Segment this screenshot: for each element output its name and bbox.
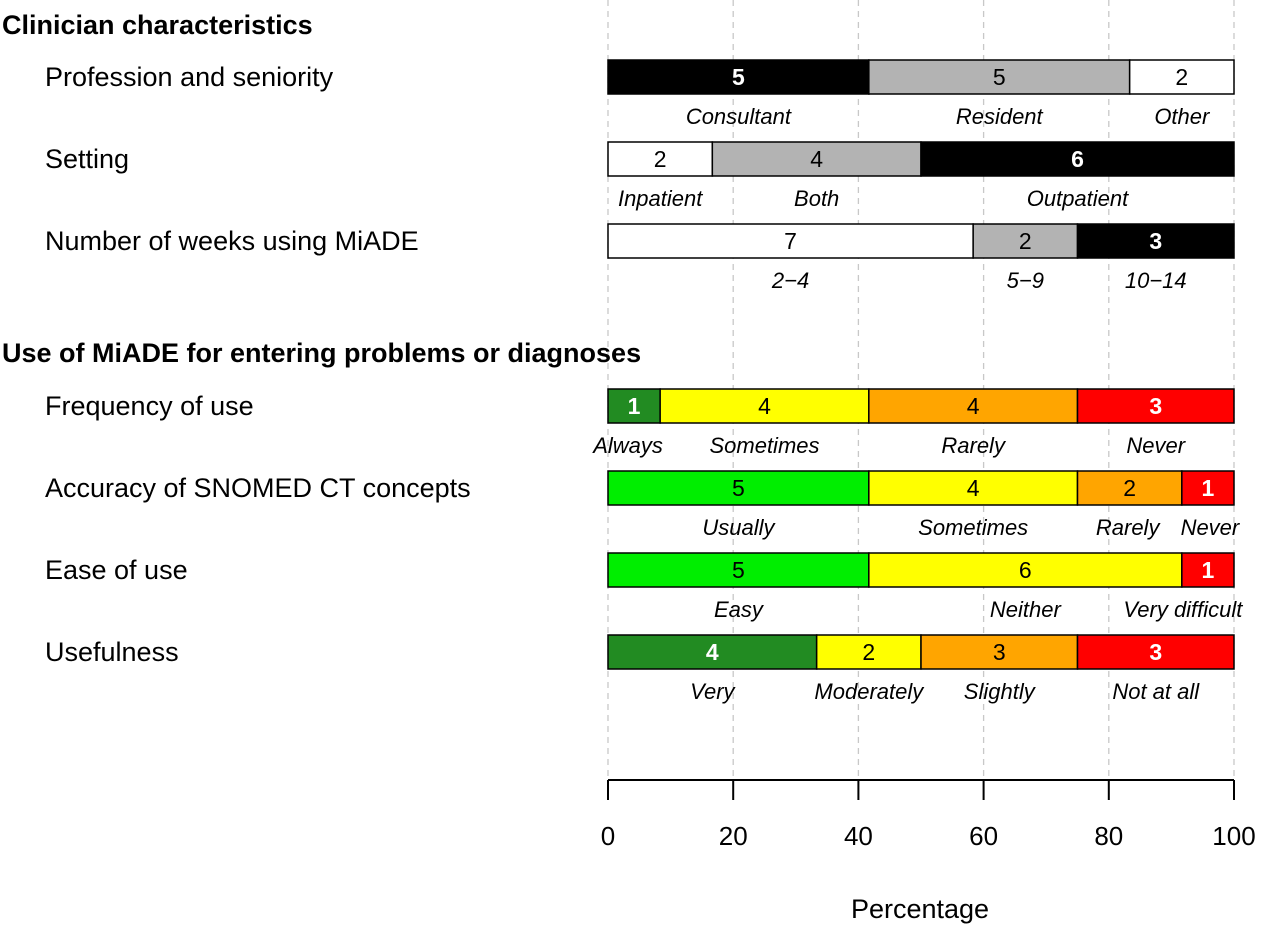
bar-segment [815,634,922,670]
category-label: Outpatient [1027,186,1129,211]
x-tick-label: 40 [844,821,873,851]
bar-segment [607,388,661,424]
row-label: Profession and seniority [45,62,334,92]
category-label: Very [690,679,736,704]
row-label: Usefulness [45,637,179,667]
bar-segment [607,470,870,506]
data-label: 5 [732,64,745,90]
row-label: Setting [45,144,129,174]
bar-segment [868,388,1079,424]
category-label: Sometimes [709,433,819,458]
bar-segment [1076,388,1235,424]
data-label: 6 [1071,146,1084,172]
x-tick-label: 20 [719,821,748,851]
bar-segment [868,59,1131,95]
bar-segment [607,223,974,259]
category-label: Never [1126,433,1186,458]
data-label: 6 [1019,557,1032,583]
bar-segment [1076,223,1235,259]
data-label: 3 [1149,393,1162,419]
x-axis-title: Percentage [851,894,989,924]
data-label: 3 [1149,228,1162,254]
bar-segment [1076,470,1183,506]
data-label: 4 [810,146,823,172]
data-label: 2 [1123,475,1136,501]
bar-segment [920,634,1079,670]
category-label: Moderately [814,679,925,704]
category-label: Usually [702,515,776,540]
bar-segment [1181,552,1235,588]
category-label: 10−14 [1125,268,1187,293]
category-label: 2−4 [771,268,809,293]
bar-segment [1181,470,1235,506]
bar-segment [920,141,1235,177]
category-label: Sometimes [918,515,1028,540]
category-label: Slightly [964,679,1037,704]
data-label: 3 [1149,639,1162,665]
x-tick-label: 80 [1094,821,1123,851]
row-label: Accuracy of SNOMED CT concepts [45,473,471,503]
bar-segment [607,552,870,588]
category-label: Rarely [941,433,1007,458]
category-label: Neither [990,597,1063,622]
bar-segment [1128,59,1235,95]
x-axis: 0 20 40 60 80 100 [601,779,1256,851]
data-label: 4 [967,393,980,419]
category-label: Inpatient [618,186,703,211]
row-label: Number of weeks using MiADE [45,226,419,256]
category-label: Both [794,186,839,211]
data-label: 1 [1202,557,1215,583]
category-label: Rarely [1096,515,1162,540]
category-label: Not at all [1112,679,1200,704]
data-label: 5 [732,557,745,583]
data-label: 2 [862,639,875,665]
data-label: 3 [993,639,1006,665]
x-tick-label: 100 [1212,821,1255,851]
bar-segment [972,223,1079,259]
data-label: 2 [654,146,667,172]
bar-segment [711,141,922,177]
category-label: Other [1154,104,1211,129]
data-label: 5 [993,64,1006,90]
data-label: 1 [628,393,641,419]
data-label: 1 [1202,475,1215,501]
row-label: Ease of use [45,555,188,585]
category-label: Resident [956,104,1044,129]
data-label: 7 [784,228,797,254]
x-tick-label: 60 [969,821,998,851]
bar-segment [1076,634,1235,670]
data-label: 4 [758,393,771,419]
category-label: Easy [714,597,765,622]
data-label: 4 [967,475,980,501]
category-label: Never [1181,515,1241,540]
labels-layer: Clinician characteristics Profession and … [2,10,1243,704]
category-label: Always [591,433,663,458]
data-label: 2 [1175,64,1188,90]
data-label: 2 [1019,228,1032,254]
section-title: Clinician characteristics [2,10,313,40]
section-title: Use of MiADE for entering problems or di… [2,338,641,368]
row-label: Frequency of use [45,391,254,421]
category-label: Consultant [686,104,792,129]
data-label: 4 [706,639,719,665]
data-label: 5 [732,475,745,501]
bar-segment [607,59,870,95]
category-label: Very difficult [1123,597,1243,622]
bar-segment [868,552,1183,588]
category-label: 5−9 [1007,268,1044,293]
bar-segment [607,634,818,670]
bars-layer [607,59,1235,670]
x-tick-label: 0 [601,821,615,851]
